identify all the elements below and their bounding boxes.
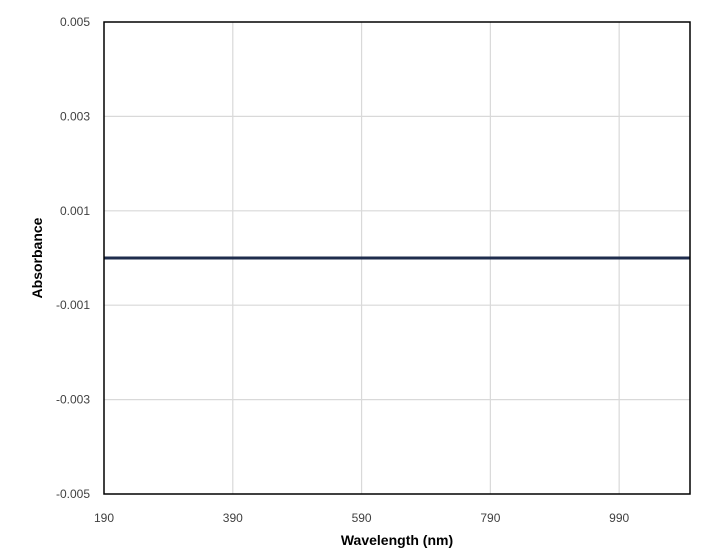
y-tick-label: -0.003 bbox=[56, 393, 90, 407]
x-tick-label: 790 bbox=[480, 511, 500, 525]
y-tick-label: -0.001 bbox=[56, 298, 90, 312]
y-tick-label: 0.003 bbox=[60, 109, 90, 123]
x-tick-label: 390 bbox=[223, 511, 243, 525]
x-tick-labels: 190 390 590 790 990 bbox=[94, 511, 630, 525]
y-axis-title: Absorbance bbox=[29, 217, 45, 298]
x-tick-label: 190 bbox=[94, 511, 114, 525]
y-gridlines bbox=[104, 115, 690, 401]
y-tick-labels: -0.005 -0.003 -0.001 0.001 0.003 0.005 bbox=[56, 15, 90, 501]
y-tick-label: 0.005 bbox=[60, 15, 90, 29]
y-tick-label: -0.005 bbox=[56, 487, 90, 501]
x-tick-label: 990 bbox=[609, 511, 629, 525]
x-tick-label: 590 bbox=[352, 511, 372, 525]
plot-area bbox=[103, 21, 691, 495]
x-axis-title: Wavelength (nm) bbox=[341, 532, 453, 548]
y-tick-label: 0.001 bbox=[60, 204, 90, 218]
